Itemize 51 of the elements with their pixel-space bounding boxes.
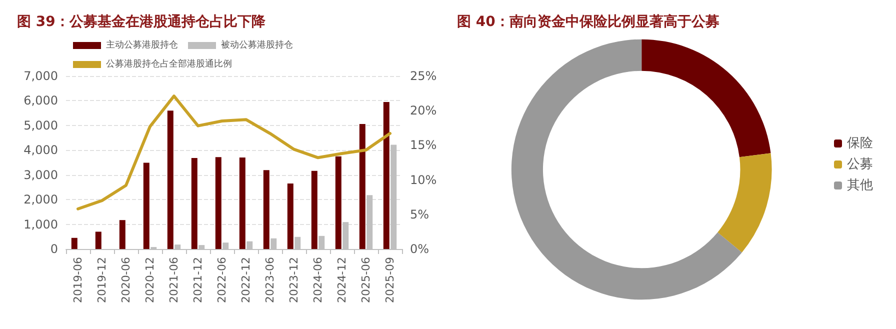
x-tick-label: 2023-06	[264, 257, 276, 303]
bar	[95, 232, 102, 249]
bar	[311, 170, 318, 249]
y2-tick-label: 0%	[410, 242, 430, 256]
x-tick-label: 2022-12	[240, 257, 252, 303]
legend-label: 其他	[847, 178, 873, 193]
y-tick-label: 7,000	[24, 69, 58, 83]
x-tick-label: 2019-06	[72, 257, 84, 303]
bar	[239, 158, 246, 249]
y2-tick-label: 10%	[410, 172, 437, 187]
bar	[263, 170, 270, 249]
x-tick-label: 2020-12	[144, 257, 156, 303]
chart-title: 图 39：公募基金在港股通持仓占比下降	[17, 13, 266, 30]
line-series	[76, 94, 392, 210]
y2-tick-label: 25%	[410, 69, 437, 83]
legend-label: 公募港股持仓占全部港股通比例	[106, 58, 232, 70]
x-tick-label: 2023-12	[288, 257, 300, 303]
legend-label: 主动公募港股持仓	[106, 40, 178, 50]
legend-label: 保险	[847, 136, 873, 151]
bar	[359, 124, 366, 249]
y-tick-label: 1,000	[24, 217, 58, 232]
x-tick-label: 2019-12	[96, 257, 108, 303]
bar	[335, 156, 342, 249]
y-tick-label: 5,000	[24, 118, 58, 132]
y-tick-label: 6,000	[24, 94, 58, 108]
bar	[71, 238, 78, 249]
bar	[119, 220, 126, 249]
x-tick-label: 2024-06	[312, 257, 324, 303]
y-tick-label: 3,000	[24, 168, 58, 182]
bar	[143, 162, 150, 249]
legend-label: 被动公募港股持仓	[221, 40, 293, 50]
x-tick-label: 2025-06	[360, 257, 372, 303]
x-tick-label: 2024-12	[336, 257, 348, 303]
x-tick-label: 2020-06	[120, 257, 132, 303]
x-tick-label: 2022-06	[216, 257, 228, 303]
bar	[287, 184, 294, 249]
legend-label: 公募	[847, 157, 873, 172]
y2-tick-label: 20%	[410, 104, 437, 118]
bar	[215, 157, 222, 249]
chart-title: 图 40：南向资金中保险比例显著高于公募	[457, 13, 720, 30]
y2-tick-label: 15%	[410, 138, 437, 152]
y-tick-label: 2,000	[24, 192, 58, 207]
y-tick-label: 0	[50, 242, 58, 256]
bar	[167, 110, 174, 249]
y2-tick-label: 5%	[410, 207, 430, 222]
x-tick-label: 2025-09	[384, 257, 396, 303]
y-tick-label: 4,000	[24, 143, 58, 158]
x-tick-label: 2021-12	[192, 257, 204, 303]
bar	[191, 158, 198, 249]
x-tick-label: 2021-06	[168, 257, 180, 303]
bar	[383, 102, 390, 249]
